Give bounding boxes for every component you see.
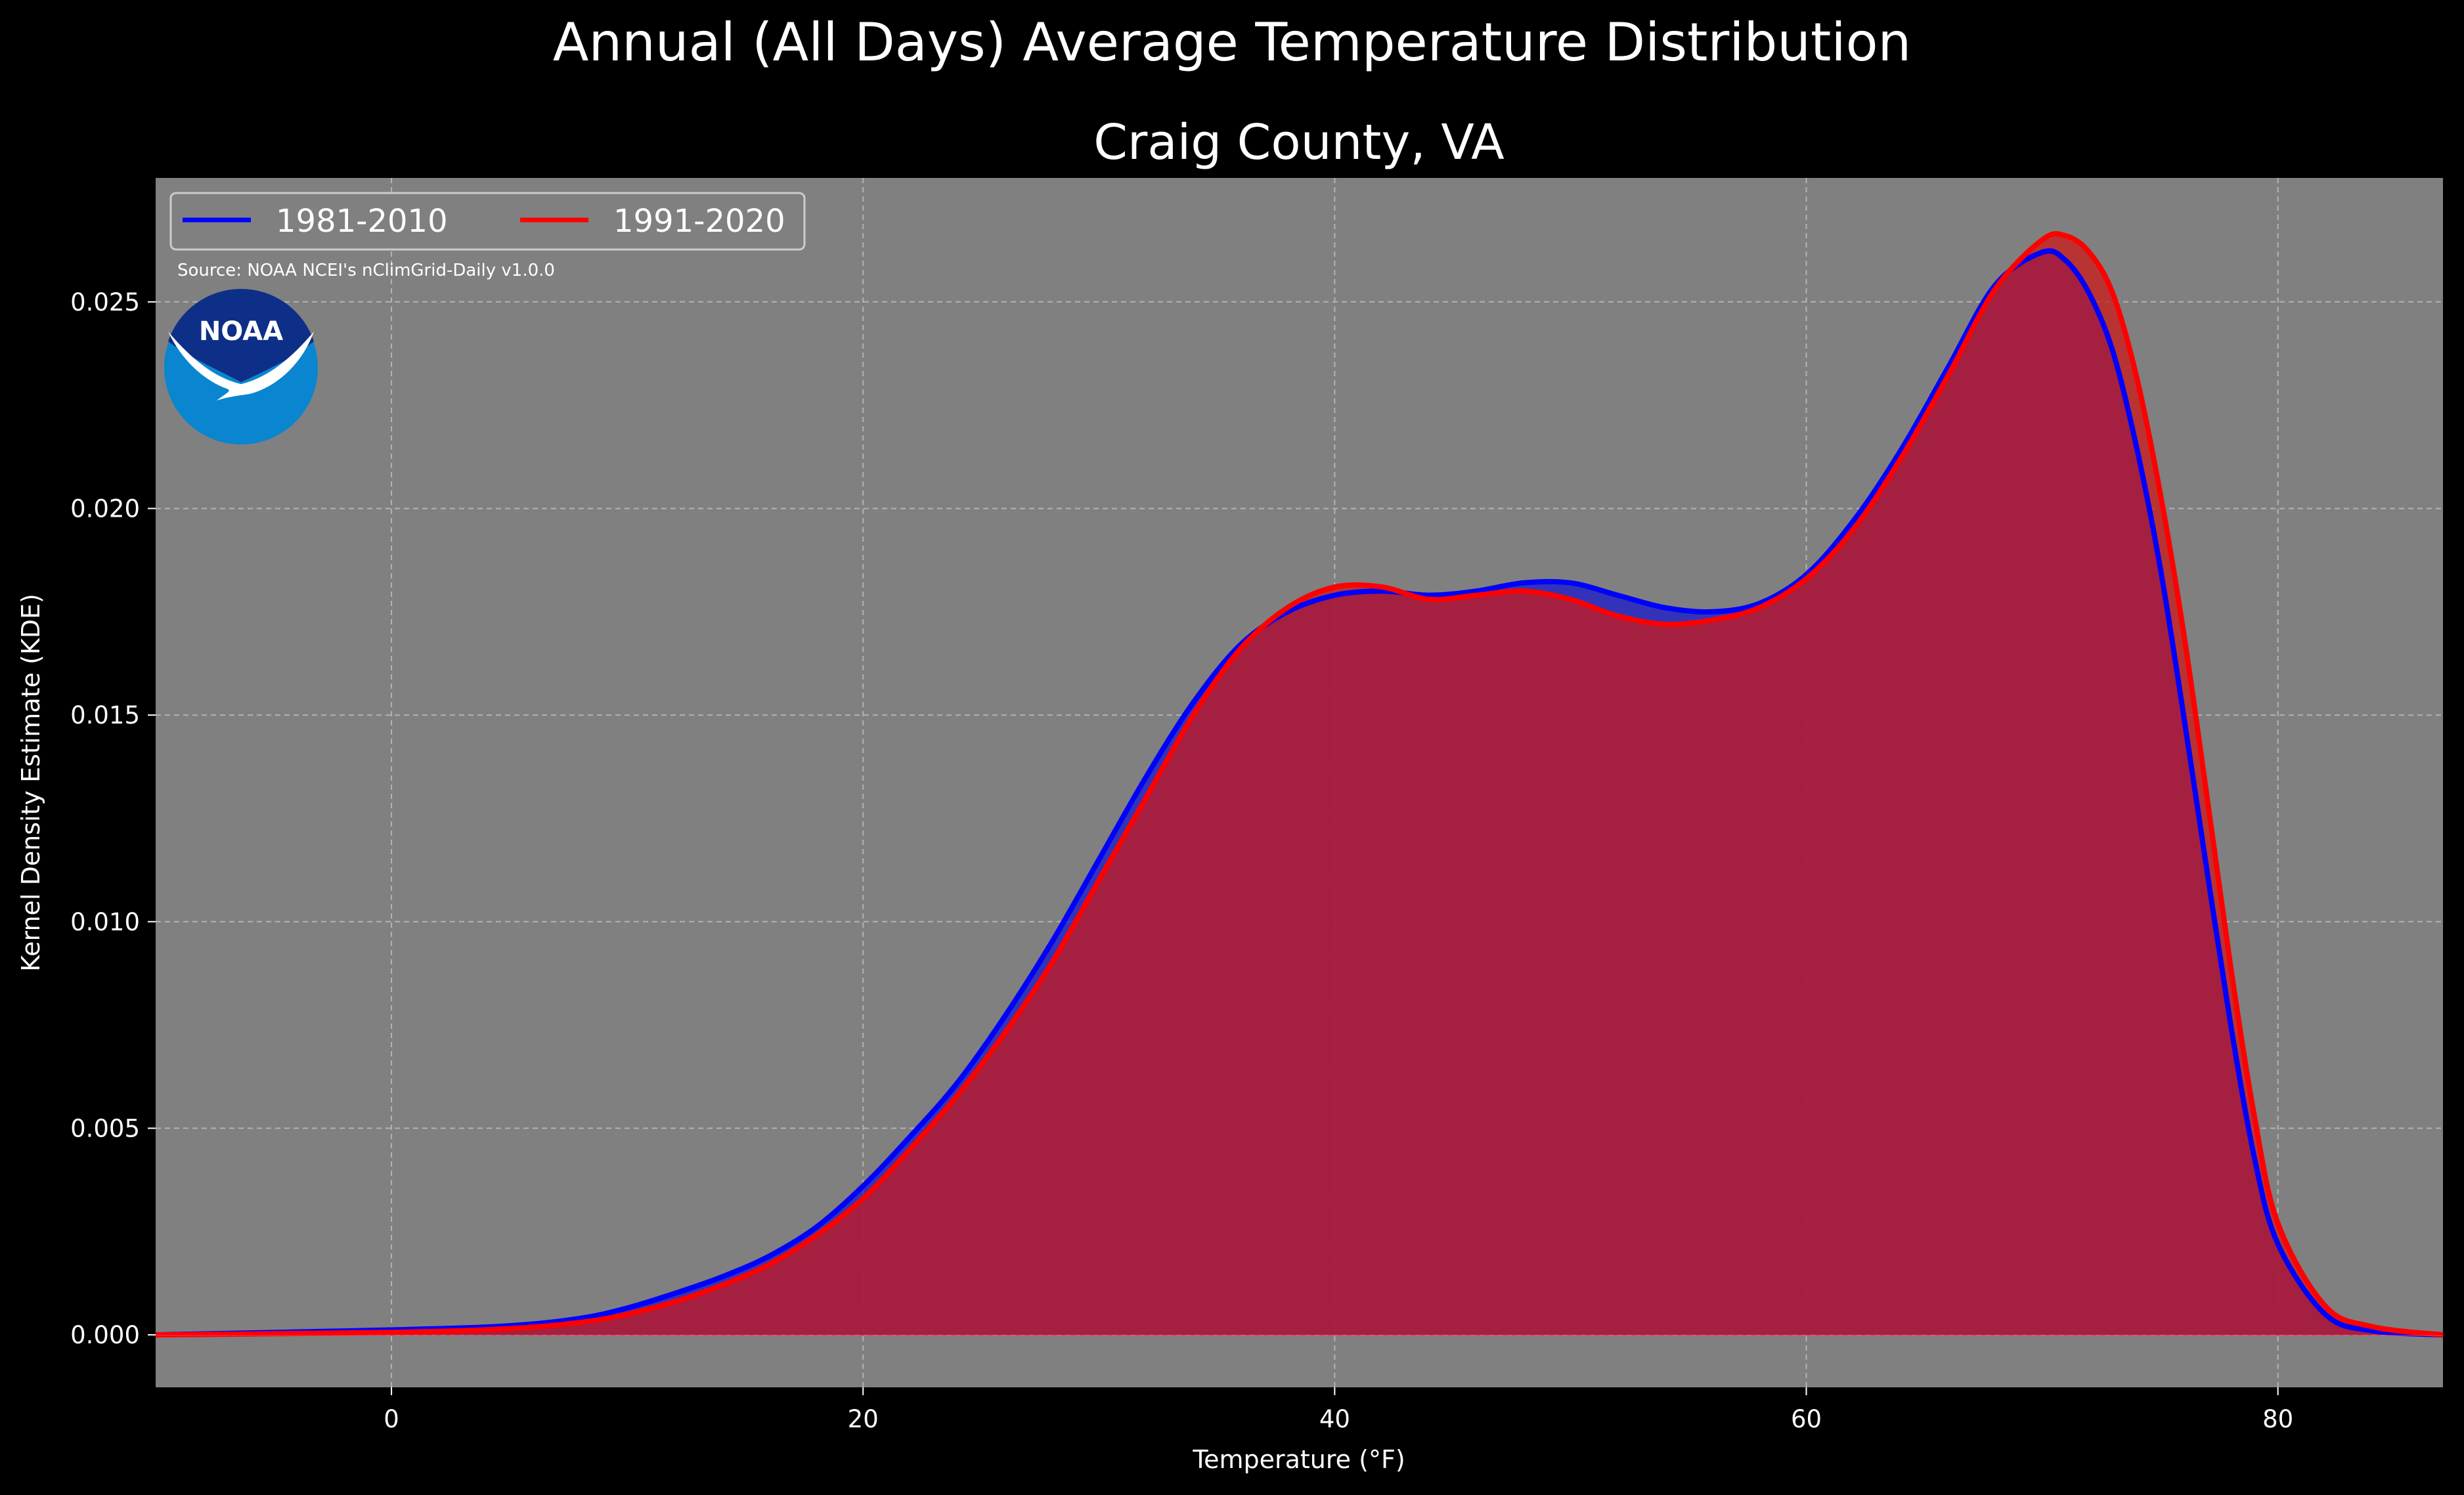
legend-label-series-1: 1981-2010: [276, 203, 448, 240]
line-series-1: [155, 248, 2444, 1338]
y-tick-label: 0.025: [70, 288, 140, 316]
legend: 1981-2010 1991-2020: [169, 192, 806, 251]
x-tick-label: 40: [1319, 1405, 1350, 1433]
x-tick-label: 60: [1791, 1405, 1822, 1433]
y-tick-label: 0.005: [70, 1114, 140, 1142]
chart-suptitle: Annual (All Days) Average Temperature Di…: [553, 12, 1911, 73]
y-tick-label: 0.020: [70, 494, 140, 523]
y-axis-ticks: 0.000 0.005 0.010 0.015 0.020 0.025: [70, 288, 156, 1349]
legend-label-series-2: 1991-2020: [613, 203, 785, 240]
noaa-logo-icon: NOAA: [164, 288, 318, 444]
line-series-2: [155, 230, 2444, 1338]
y-tick-label: 0.010: [70, 908, 140, 936]
x-axis-label: Temperature (°F): [1192, 1445, 1405, 1474]
y-tick-label: 0.000: [70, 1321, 140, 1349]
source-note: Source: NOAA NCEI's nClimGrid-Daily v1.0…: [177, 261, 555, 280]
y-tick-label: 0.015: [70, 701, 140, 729]
x-tick-label: 20: [848, 1405, 879, 1433]
series-lines: [155, 230, 2444, 1338]
legend-box: [169, 192, 806, 251]
x-tick-label: 0: [384, 1405, 399, 1433]
x-axis-ticks: 0 20 40 60 80: [384, 1387, 2293, 1433]
chart-title: Craig County, VA: [1093, 114, 1505, 171]
noaa-logo-text: NOAA: [199, 316, 283, 347]
x-tick-label: 80: [2262, 1405, 2293, 1433]
y-axis-label: Kernel Density Estimate (KDE): [16, 594, 45, 972]
